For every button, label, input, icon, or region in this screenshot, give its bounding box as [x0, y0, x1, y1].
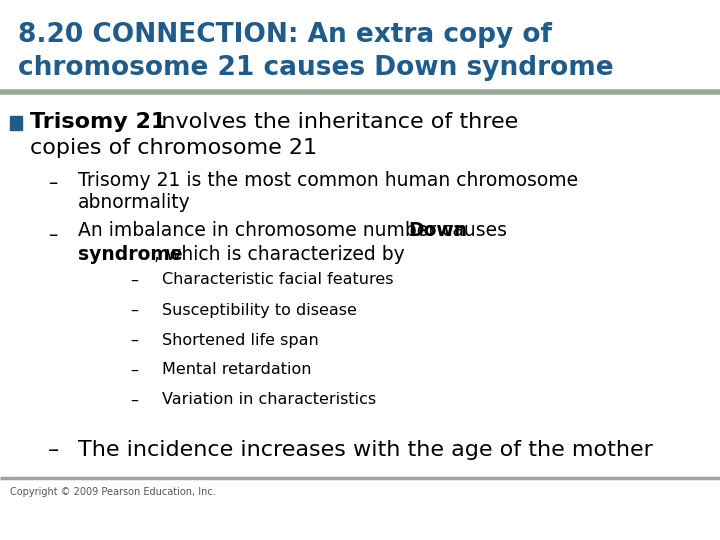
Text: The incidence increases with the age of the mother: The incidence increases with the age of …: [78, 440, 653, 460]
Text: –: –: [130, 362, 138, 377]
Text: –: –: [48, 174, 58, 193]
Text: copies of chromosome 21: copies of chromosome 21: [30, 138, 317, 158]
Text: syndrome: syndrome: [78, 245, 183, 264]
Text: –: –: [48, 440, 59, 460]
Text: Copyright © 2009 Pearson Education, Inc.: Copyright © 2009 Pearson Education, Inc.: [10, 487, 216, 497]
Text: chromosome 21 causes Down syndrome: chromosome 21 causes Down syndrome: [18, 55, 613, 81]
Text: Variation in characteristics: Variation in characteristics: [162, 393, 376, 408]
Text: 8.20 CONNECTION: An extra copy of: 8.20 CONNECTION: An extra copy of: [18, 22, 552, 48]
Text: –: –: [130, 302, 138, 318]
Bar: [10, 116, 22, 130]
Text: Trisomy 21 is the most common human chromosome: Trisomy 21 is the most common human chro…: [78, 171, 578, 190]
Text: Shortened life span: Shortened life span: [162, 333, 319, 348]
Text: Susceptibility to disease: Susceptibility to disease: [162, 302, 357, 318]
Text: An imbalance in chromosome number causes: An imbalance in chromosome number causes: [78, 221, 513, 240]
Text: –: –: [130, 333, 138, 348]
Text: Mental retardation: Mental retardation: [162, 362, 312, 377]
Text: –: –: [48, 226, 58, 245]
Text: –: –: [130, 273, 138, 287]
Text: , which is characterized by: , which is characterized by: [154, 245, 405, 264]
Text: Characteristic facial features: Characteristic facial features: [162, 273, 394, 287]
Text: abnormality: abnormality: [78, 193, 191, 213]
Text: –: –: [130, 393, 138, 408]
Text: Trisomy 21: Trisomy 21: [30, 112, 166, 132]
Text: Down: Down: [408, 221, 467, 240]
Text: involves the inheritance of three: involves the inheritance of three: [148, 112, 518, 132]
